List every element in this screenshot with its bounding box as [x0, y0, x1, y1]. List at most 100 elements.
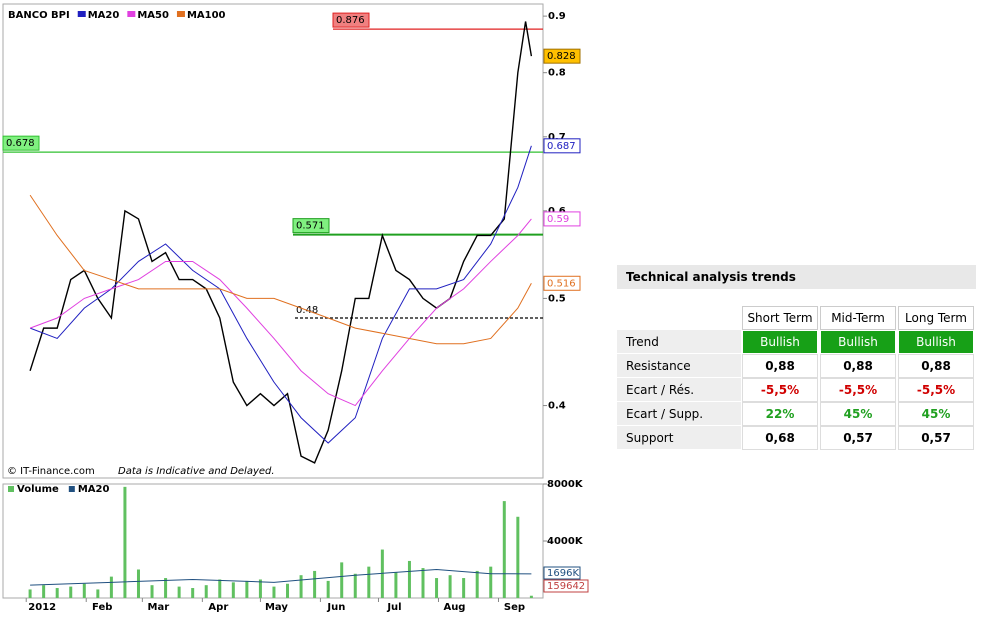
volume-bar [475, 570, 479, 598]
x-tick-label: Mar [148, 602, 170, 613]
volume-bar [394, 572, 398, 598]
volume-bar [109, 576, 113, 598]
table-cell: -5,5% [820, 378, 896, 402]
legend-label: Volume [17, 484, 59, 495]
volume-bar [55, 588, 59, 598]
last-value-label: 159642 [547, 581, 585, 592]
volume-bar [164, 578, 168, 598]
x-tick-label: Jun [326, 602, 345, 613]
volume-bar [421, 568, 425, 598]
chart: 0.4 0.5 0.6 0.7 0.8 0.9 2012 Feb Mar Apr May Jun Jul… [2, 3, 589, 613]
price-frame [2, 3, 544, 479]
volume-bar [435, 578, 439, 598]
y-tick-label: 8000K [547, 479, 584, 490]
volume-bar [326, 580, 330, 598]
disclaimer: Data is Indicative and Delayed. [118, 466, 275, 477]
table-cell: Bullish [742, 330, 818, 354]
legend-label: MA100 [187, 10, 226, 21]
volume-bar [516, 516, 520, 598]
volume-bar [231, 582, 235, 598]
row-label: Support [617, 426, 741, 450]
volume-bar [286, 583, 290, 598]
x-tick-label: 2012 [28, 602, 56, 613]
table-cell: 0,88 [898, 354, 974, 378]
series-line [29, 21, 533, 464]
last-value-label: 0.687 [547, 141, 576, 152]
legend-label: MA20 [78, 484, 110, 495]
y-tick-label: 4000K [547, 536, 584, 547]
volume-bar [272, 586, 276, 598]
table-cell: 0,68 [742, 426, 818, 450]
volume-bar [299, 575, 303, 598]
volume-bar [69, 586, 73, 598]
table-cell: -5,5% [742, 378, 818, 402]
table-cell: 0,88 [742, 354, 818, 378]
last-value-box [543, 579, 589, 593]
legend-label: MA50 [137, 10, 169, 21]
last-value-box [543, 138, 581, 154]
table-cell: 45% [898, 402, 974, 426]
level-box [292, 218, 330, 234]
y-tick-label: 0.6 [548, 206, 566, 217]
volume-bar [123, 486, 127, 598]
table-cell: Bullish [898, 330, 974, 354]
row-label: Ecart / Supp. [617, 402, 741, 426]
y-tick-label: 0.8 [548, 68, 566, 79]
row-label: Trend [617, 330, 741, 354]
column-header: Long Term [898, 306, 974, 330]
volume-bar [448, 575, 452, 598]
table-cell: 0,57 [898, 426, 974, 450]
last-value-label: 0.59 [547, 214, 569, 225]
legend-swatch [8, 486, 14, 492]
volume-bar [28, 589, 32, 598]
volume-ma-line [30, 568, 532, 586]
legend-swatch [176, 11, 185, 17]
series-line [29, 218, 532, 407]
column-header: Mid-Term [820, 306, 896, 330]
volume-bar [462, 578, 466, 598]
last-value-label: 1696K [547, 568, 579, 579]
last-value-box [543, 275, 581, 291]
x-tick-label: Apr [208, 602, 228, 613]
volume-bar [407, 560, 411, 598]
table-cell: 0,88 [820, 354, 896, 378]
row-label: Resistance [617, 354, 741, 378]
last-value-label: 0.828 [547, 51, 576, 62]
series-line [29, 194, 532, 345]
x-tick-label: Aug [443, 602, 465, 613]
table-cell: 45% [820, 402, 896, 426]
level-box [2, 135, 40, 151]
legend-swatch [127, 11, 136, 17]
table-cell: 22% [742, 402, 818, 426]
y-tick-label: 0.4 [548, 401, 566, 412]
volume-bar [245, 580, 249, 598]
volume-bar [353, 573, 357, 598]
level-box [332, 12, 370, 28]
volume-bar [367, 566, 371, 598]
last-value-box [543, 48, 581, 64]
level-label: 0.571 [296, 221, 325, 232]
level-label: 0.876 [336, 15, 365, 26]
last-value-label: 0.516 [547, 278, 576, 289]
x-tick-label: Sep [504, 602, 525, 613]
volume-bar [489, 566, 493, 598]
volume-bar [42, 585, 46, 598]
x-tick-label: Jul [386, 602, 401, 613]
legend-label: BANCO BPI [8, 10, 70, 21]
volume-bar [96, 589, 100, 598]
x-tick-label: May [265, 602, 288, 613]
series-line [29, 145, 532, 444]
y-tick-label: 0.9 [548, 11, 566, 22]
table-cell: 0,57 [820, 426, 896, 450]
level-label: 0.678 [6, 138, 35, 149]
volume-bar [82, 583, 86, 598]
volume-bar [258, 579, 262, 598]
table-cell: Bullish [820, 330, 896, 354]
x-tick-label: Feb [92, 602, 112, 613]
legend-swatch [68, 486, 75, 492]
column-header: Short Term [742, 306, 818, 330]
legend-swatch [77, 11, 86, 17]
volume-bar [150, 585, 154, 598]
last-value-box [543, 211, 581, 227]
